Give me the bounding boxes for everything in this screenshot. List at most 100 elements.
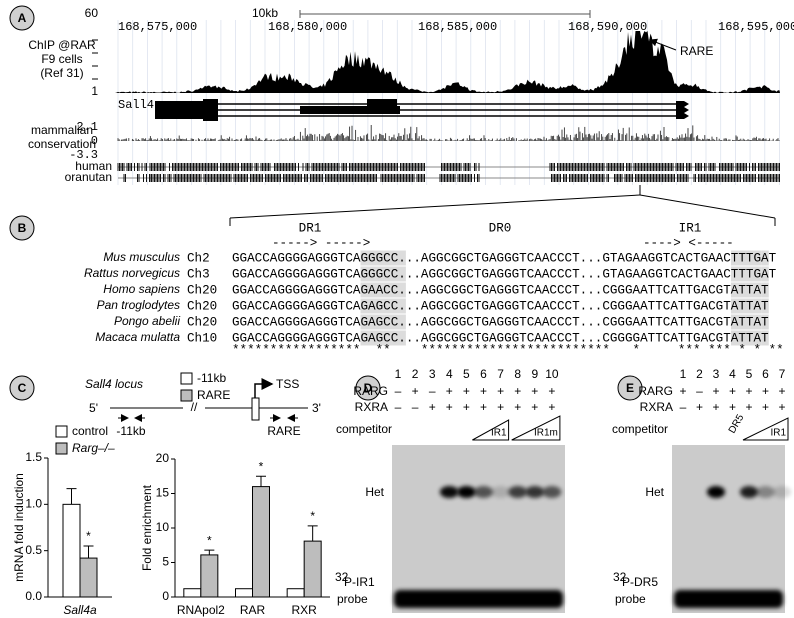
bar	[79, 557, 98, 598]
gel	[392, 445, 565, 613]
gel	[672, 445, 785, 613]
competitor-name: IR1	[770, 428, 786, 439]
sequence: GGACCAGGGGAGGGTCAGAGCC...AGGCGGCTGAGGGTC…	[232, 299, 769, 313]
panel-badge	[9, 215, 35, 241]
conservation-stars: ***************** ** *******************…	[232, 343, 784, 357]
highlight	[761, 250, 769, 266]
sequence: GGACCAGGGGAGGGTCAGAACC...AGGCGGCTGAGGGTC…	[232, 283, 769, 297]
species-label: oranutan	[65, 170, 112, 184]
sign: +	[446, 400, 453, 414]
probe-label: probe	[337, 592, 368, 606]
species-name: Macaca mulatta	[95, 330, 180, 344]
row-label: RARG	[353, 384, 388, 398]
sign: +	[480, 400, 487, 414]
sign: +	[514, 400, 521, 414]
row-label: RXRA	[640, 400, 673, 414]
legend-swatch	[180, 372, 193, 385]
sign: +	[729, 384, 736, 398]
site-label: -11kb	[116, 424, 145, 438]
x-tick-label: RAR	[240, 603, 266, 617]
y-tick-label: 15	[156, 486, 170, 500]
error-bar	[256, 475, 266, 487]
significance: *	[86, 529, 91, 543]
species-name: Pan troglodytes	[97, 298, 180, 312]
peak-arrow	[649, 38, 677, 51]
exon	[155, 107, 205, 113]
highlight	[730, 282, 762, 298]
error-bar	[83, 545, 94, 559]
het-band	[542, 486, 562, 498]
het-band	[706, 486, 726, 498]
zoom-line	[639, 194, 776, 219]
lane-number: 4	[729, 367, 736, 381]
probe-isotope: 32	[613, 570, 627, 584]
sign: +	[762, 400, 769, 414]
sequence: GGACCAGGGGAGGGTCAGGGCC...AGGCGGCTGAGGGTC…	[232, 267, 777, 281]
highlight	[730, 266, 762, 282]
competitor-label: competitor	[612, 422, 668, 436]
sign: +	[497, 384, 504, 398]
end-label: 3'	[312, 401, 321, 415]
panel-badge	[9, 5, 35, 31]
bar	[303, 540, 322, 598]
sign: +	[778, 400, 785, 414]
lane-number: 6	[480, 367, 487, 381]
exon	[300, 106, 400, 114]
highlight	[761, 298, 769, 314]
highlight	[761, 282, 769, 298]
exon	[155, 101, 205, 107]
gel-shade	[392, 445, 565, 613]
highlight	[761, 314, 769, 330]
species-name: Pongo abelii	[114, 314, 180, 328]
species-label: human	[75, 159, 112, 173]
exon	[155, 113, 205, 119]
legend-swatch	[55, 442, 68, 455]
conservation-label: mammalian	[31, 123, 93, 137]
scale-label: 10kb	[252, 6, 278, 20]
sign: +	[712, 384, 719, 398]
band-label: Het	[645, 485, 664, 499]
y-tick-label: 1.0	[25, 497, 42, 511]
motif-label: DR0	[489, 221, 512, 235]
highlight	[360, 330, 406, 346]
track-max: 60	[85, 6, 99, 20]
y-tick-label: 0	[162, 589, 169, 603]
exon	[367, 99, 397, 108]
conservation-label: conservation	[28, 137, 96, 151]
motif-label: IR1	[679, 221, 702, 235]
strand-arrow	[684, 113, 689, 119]
sign: +	[696, 400, 703, 414]
het-band	[474, 486, 493, 498]
species-name: Homo sapiens	[103, 282, 180, 296]
sign: +	[514, 384, 521, 398]
legend-label: RARE	[197, 388, 230, 402]
highlight	[730, 298, 762, 314]
legend-label: Rarg–/–	[72, 441, 115, 455]
bar	[235, 588, 253, 598]
competitor-label: competitor	[336, 422, 392, 436]
chromosome: Ch2	[187, 251, 210, 265]
sign: –	[429, 384, 436, 398]
motif-arrows: -----> ----->	[272, 236, 370, 250]
probe-band	[674, 590, 783, 608]
het-band	[456, 486, 476, 498]
lane-number: 5	[463, 367, 470, 381]
chip-signal	[115, 31, 780, 93]
probe-name: P-DR5	[622, 575, 658, 589]
highlight	[730, 250, 762, 266]
error-bar	[307, 525, 318, 542]
tss-label: TSS	[276, 377, 299, 391]
competitor-name: IR1m	[534, 428, 558, 439]
het-band	[525, 486, 545, 498]
chromosome: Ch20	[187, 315, 217, 329]
gel-shade	[672, 445, 785, 613]
sign: +	[531, 400, 538, 414]
lane-number: 4	[446, 367, 453, 381]
y-axis-label: mRNA fold induction	[12, 473, 26, 582]
end-label: 5'	[89, 401, 98, 415]
bar	[286, 588, 305, 598]
legend-label: control	[72, 424, 108, 438]
track-label: F9 cells	[41, 52, 82, 66]
lane-number: 9	[531, 367, 538, 381]
